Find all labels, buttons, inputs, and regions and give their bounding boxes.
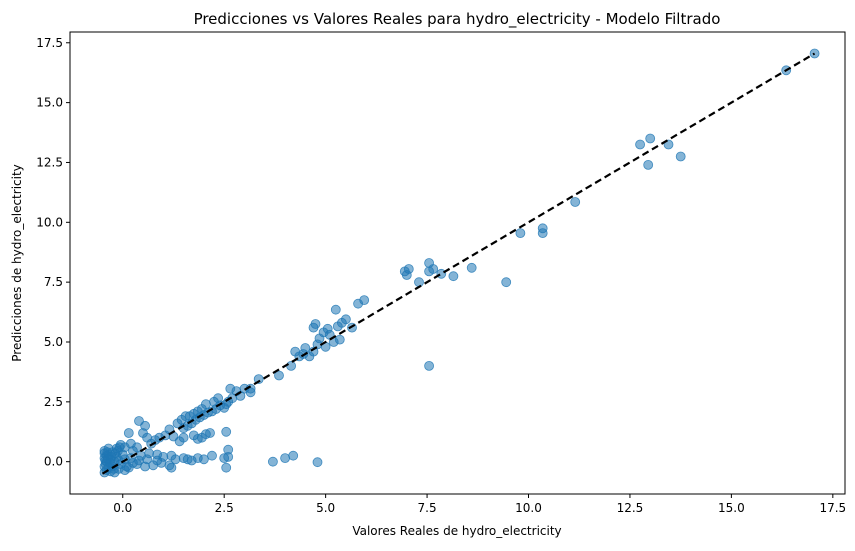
x-tick-label: 12.5 bbox=[617, 501, 644, 515]
data-point-38 bbox=[308, 322, 319, 333]
reference-line bbox=[101, 52, 816, 475]
data-point-126 bbox=[152, 455, 163, 466]
data-point-68 bbox=[225, 383, 236, 394]
plot-frame bbox=[69, 31, 846, 495]
x-tick-label: 7.5 bbox=[418, 501, 437, 515]
data-point-13 bbox=[448, 271, 459, 282]
data-point-78 bbox=[172, 418, 183, 429]
data-point-22 bbox=[424, 360, 435, 371]
x-axis: 0.0 2.5 5.0 7.5 10.0 12.5 15.0 17.5 bbox=[113, 494, 846, 515]
data-point-45 bbox=[290, 346, 301, 357]
y-tick-label: 15.0 bbox=[36, 96, 63, 110]
data-point-165 bbox=[114, 442, 125, 453]
y-tick-label: 5.0 bbox=[44, 335, 63, 349]
data-point-0 bbox=[809, 48, 820, 59]
data-point-7 bbox=[570, 197, 581, 207]
y-tick-label: 10.0 bbox=[36, 215, 63, 229]
y-tick-label: 0.0 bbox=[44, 455, 63, 469]
data-point-21 bbox=[401, 270, 412, 280]
data-point-109 bbox=[123, 428, 134, 438]
data-point-167 bbox=[102, 453, 113, 464]
x-tick-label: 0.0 bbox=[113, 501, 132, 515]
data-point-134 bbox=[312, 457, 323, 468]
data-point-85 bbox=[223, 451, 234, 462]
data-point-9 bbox=[537, 228, 548, 239]
data-point-5 bbox=[643, 159, 654, 170]
y-tick-label: 7.5 bbox=[44, 275, 63, 289]
data-point-12 bbox=[466, 262, 477, 273]
data-point-79 bbox=[221, 426, 232, 437]
y-axis-label: Predicciones de hydro_electricity bbox=[10, 164, 24, 362]
data-point-106 bbox=[138, 428, 148, 438]
data-point-105 bbox=[134, 416, 144, 426]
data-point-133 bbox=[288, 450, 299, 461]
data-point-18 bbox=[414, 277, 424, 288]
data-point-47 bbox=[274, 370, 284, 381]
data-point-132 bbox=[280, 453, 291, 464]
y-tick-label: 2.5 bbox=[44, 395, 63, 409]
data-point-29 bbox=[330, 304, 341, 315]
x-axis-label: Valores Reales de hydro_electricity bbox=[352, 524, 561, 538]
x-tick-label: 15.0 bbox=[718, 501, 745, 515]
data-point-84 bbox=[221, 462, 232, 473]
x-tick-label: 10.0 bbox=[515, 501, 542, 515]
data-point-131 bbox=[267, 456, 278, 467]
data-point-10 bbox=[515, 228, 526, 239]
data-point-125 bbox=[166, 462, 177, 473]
y-tick-label: 17.5 bbox=[36, 36, 63, 50]
y-tick-label: 12.5 bbox=[36, 155, 63, 169]
data-point-24 bbox=[353, 298, 364, 309]
data-point-46 bbox=[286, 360, 297, 371]
x-tick-label: 5.0 bbox=[316, 501, 335, 515]
data-point-91 bbox=[178, 453, 189, 464]
x-tick-label: 2.5 bbox=[215, 501, 234, 515]
data-point-17 bbox=[424, 266, 435, 277]
data-point-11 bbox=[501, 277, 512, 288]
data-point-28 bbox=[332, 321, 343, 332]
y-axis: 0.0 2.5 5.0 7.5 10.0 12.5 15.0 17.5 bbox=[36, 36, 70, 469]
data-point-6 bbox=[675, 151, 686, 162]
data-point-86 bbox=[207, 450, 217, 461]
x-tick-label: 17.5 bbox=[819, 501, 846, 515]
data-point-118 bbox=[170, 454, 181, 465]
chart-title: Predicciones vs Valores Reales para hydr… bbox=[194, 10, 721, 29]
plot-area bbox=[99, 48, 820, 478]
data-point-127 bbox=[142, 454, 153, 465]
data-point-94 bbox=[188, 430, 199, 441]
data-point-3 bbox=[645, 133, 656, 144]
data-point-48 bbox=[253, 374, 264, 385]
data-point-169 bbox=[121, 461, 132, 472]
data-point-2 bbox=[635, 139, 645, 150]
